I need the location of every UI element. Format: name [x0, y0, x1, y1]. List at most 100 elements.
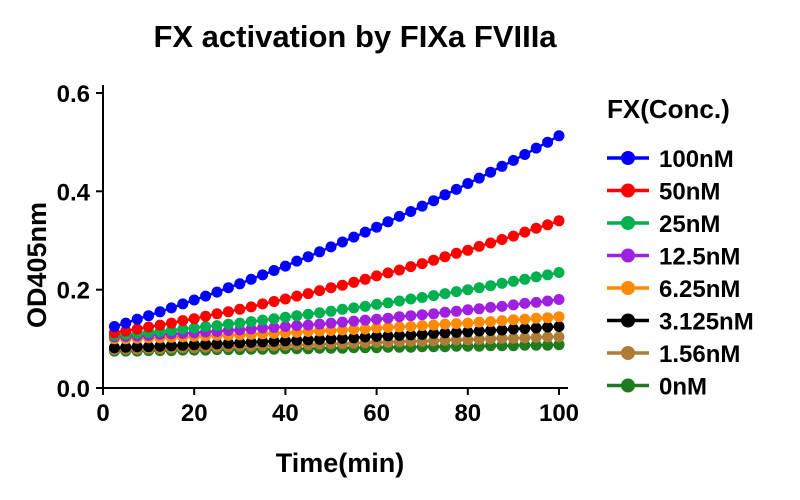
series-point-3.125nM: [530, 322, 542, 334]
series-point-6.25nM: [553, 311, 565, 323]
series-point-3.125nM: [302, 334, 314, 346]
series-point-25nM: [234, 317, 246, 329]
series-point-3.125nM: [291, 334, 303, 346]
series-point-3.125nM: [496, 324, 508, 336]
series-point-3.125nM: [507, 323, 519, 335]
series-point-6.25nM: [416, 320, 428, 332]
series-point-6.25nM: [336, 324, 348, 336]
series-point-12.5nM: [428, 308, 440, 320]
series-point-50nM: [553, 215, 565, 227]
series-point-6.25nM: [450, 318, 462, 330]
series-point-50nM: [188, 313, 200, 325]
series-point-12.5nM: [302, 319, 314, 331]
series-point-6.25nM: [462, 317, 474, 329]
series-point-3.125nM: [120, 341, 132, 353]
series-point-6.25nM: [473, 316, 485, 328]
series-point-3.125nM: [211, 338, 223, 350]
series-point-3.125nM: [222, 337, 234, 349]
series-point-25nM: [405, 293, 417, 305]
series-line-6.25nM: [114, 315, 560, 341]
series-point-1.56nM: [542, 331, 554, 343]
series-point-0nM: [553, 339, 565, 351]
series-point-1.56nM: [462, 334, 474, 346]
series-point-1.56nM: [496, 332, 508, 344]
series-point-3.125nM: [519, 323, 531, 334]
series-point-50nM: [428, 254, 440, 266]
series-point-3.125nM: [325, 333, 337, 345]
series-point-12.5nM: [268, 322, 280, 333]
series-point-25nM: [279, 311, 291, 323]
series-point-25nM: [473, 282, 485, 294]
series-point-25nM: [359, 300, 371, 312]
legend-item-12.5nM: 12.5nM: [607, 244, 740, 271]
series-point-12.5nM: [371, 313, 383, 325]
series-point-3.125nM: [553, 321, 565, 332]
series-point-50nM: [473, 240, 485, 252]
series-point-3.125nM: [154, 340, 166, 352]
series-point-12.5nM: [450, 305, 462, 317]
series-point-50nM: [325, 282, 337, 294]
series-line-25nM: [114, 271, 560, 337]
series-point-3.125nM: [131, 341, 143, 353]
series-point-100nM: [405, 206, 417, 217]
legend-item-label: 3.125nM: [659, 309, 754, 336]
series-point-50nM: [268, 296, 280, 307]
series-point-50nM: [131, 323, 143, 335]
series-point-3.125nM: [473, 325, 485, 337]
legend-item-1.56nM: 1.56nM: [607, 341, 740, 368]
series-point-25nM: [485, 280, 497, 292]
series-point-50nM: [371, 270, 383, 282]
series-point-12.5nM: [439, 306, 451, 318]
series-point-100nM: [462, 178, 474, 189]
series-point-100nM: [348, 231, 360, 243]
series-point-50nM: [143, 321, 155, 333]
series-point-12.5nM: [530, 296, 542, 308]
series-point-100nM: [211, 286, 223, 298]
series-point-100nM: [542, 136, 554, 148]
series-point-25nM: [542, 269, 554, 281]
series-point-25nM: [553, 267, 565, 278]
series-point-12.5nM: [291, 320, 303, 332]
series-point-100nM: [154, 306, 166, 318]
series-point-100nM: [519, 149, 531, 160]
series-point-12.5nM: [496, 300, 508, 312]
series-point-12.5nM: [348, 315, 360, 327]
y-tick-label: 0.2: [57, 278, 90, 305]
series-point-100nM: [143, 310, 155, 322]
series-point-25nM: [302, 308, 314, 320]
series-point-100nM: [200, 290, 212, 302]
series-point-50nM: [507, 230, 519, 242]
series-point-50nM: [302, 288, 314, 300]
series-line-50nM: [114, 219, 560, 335]
legend-item-25nM: 25nM: [607, 211, 720, 238]
series-point-50nM: [165, 317, 177, 329]
series-point-6.25nM: [542, 312, 554, 324]
series-point-50nM: [359, 273, 371, 285]
series-point-100nM: [245, 273, 257, 285]
series-point-100nM: [507, 154, 519, 166]
y-axis-label: OD405nm: [22, 202, 52, 328]
series-line-100nM: [114, 134, 560, 328]
series-point-12.5nM: [553, 294, 565, 305]
series-point-100nM: [485, 166, 497, 178]
y-tick-label: 0.4: [57, 179, 91, 206]
series-point-25nM: [530, 271, 542, 283]
series-point-25nM: [336, 303, 348, 315]
series-point-100nM: [222, 282, 234, 294]
series-point-50nM: [348, 276, 360, 288]
series-point-25nM: [291, 310, 303, 322]
series-point-50nM: [542, 219, 554, 231]
series-point-6.25nM: [359, 323, 371, 335]
series-point-1.56nM: [507, 332, 519, 344]
y-tick-label: 0.6: [57, 81, 90, 108]
series-point-3.125nM: [188, 339, 200, 351]
legend-item-3.125nM: 3.125nM: [607, 309, 754, 336]
series-point-50nM: [120, 325, 132, 337]
legend-marker-dot: [621, 346, 635, 360]
series-point-1.56nM: [553, 331, 565, 343]
series-point-100nM: [553, 130, 565, 142]
x-tick-label: 100: [539, 400, 579, 427]
series-point-25nM: [462, 284, 474, 296]
series-point-12.5nM: [485, 301, 497, 313]
series-point-3.125nM: [428, 327, 440, 339]
